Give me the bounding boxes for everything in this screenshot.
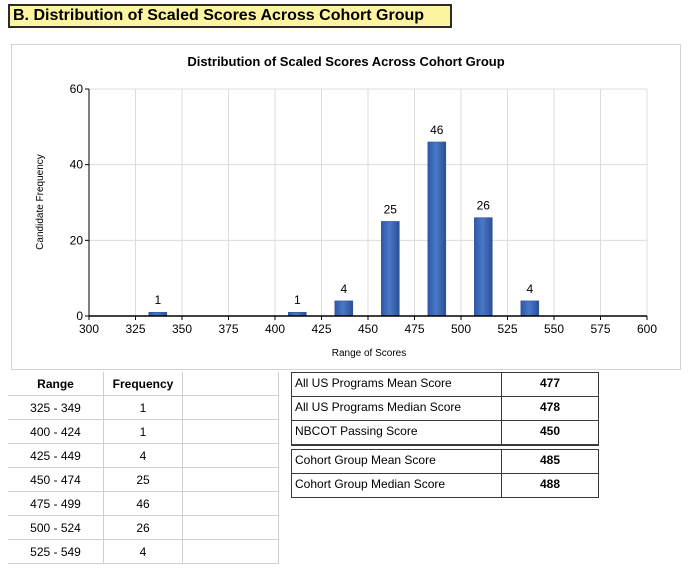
frequency-cell: 1 [103,395,183,420]
x-axis-title: Range of Scores [332,348,407,359]
x-tick-label: 575 [590,322,610,336]
range-cell: 475 - 499 [8,491,104,516]
stat-value: 488 [539,477,561,491]
frequency-header: Frequency [103,372,183,396]
stats-row: Cohort Group Mean Score 485 [292,450,598,474]
frequency-cell: 46 [103,491,183,516]
stats-row: All US Programs Median Score 478 [292,397,598,421]
bar [474,217,493,317]
range-header: Range [8,372,104,396]
range-cell: 400 - 424 [8,419,104,444]
y-tick-label: 60 [70,82,84,96]
bar-value-label: 1 [154,293,161,307]
national-stats-group: All US Programs Mean Score 477 All US Prog… [291,372,599,445]
stat-value: 450 [539,424,561,438]
stat-label: All US Programs Median Score [292,397,502,420]
bar-value-label: 4 [340,282,347,296]
stats-row: Cohort Group Median Score 488 [292,474,598,498]
x-tick-label: 500 [451,322,471,336]
x-tick-label: 475 [404,322,424,336]
section-title: B. Distribution of Scaled Scores Across … [8,4,452,28]
bar-series [148,141,540,317]
x-tick-label: 600 [637,322,657,336]
x-tick-label: 325 [125,322,145,336]
chart-title: Distribution of Scaled Scores Across Coh… [187,54,504,69]
x-tick-label: 425 [311,322,331,336]
axes: 300 325 350 375 400 425 450 475 500 525 550 575 6000… [70,82,658,336]
bar-value-label: 26 [477,199,491,213]
x-tick-label: 375 [218,322,238,336]
table-header-row: Range Frequency [8,372,279,396]
range-cell: 450 - 474 [8,467,104,492]
y-tick-label: 40 [70,158,84,172]
empty-header-cell [182,372,279,396]
table-row: 500 - 524 26 [8,515,279,540]
bar [334,300,354,317]
stats-row: NBCOT Passing Score 450 [292,421,598,445]
table-row: 325 - 349 1 [8,395,279,420]
empty-cell [182,443,279,468]
frequency-cell: 4 [103,443,183,468]
y-tick-label: 0 [76,309,83,323]
empty-cell [182,539,279,564]
x-tick-label: 450 [358,322,378,336]
frequency-table: Range Frequency 325 - 349 1 400 - 424 1 425 … [8,372,279,564]
score-distribution-chart: Distribution of Scaled Scores Across Coh… [35,54,658,359]
empty-cell [182,515,279,540]
empty-cell [182,419,279,444]
table-row: 425 - 449 4 [8,443,279,468]
x-tick-label: 525 [497,322,517,336]
bar-value-label: 4 [526,282,533,296]
cohort-stats-group: Cohort Group Mean Score 485 Cohort Group M… [291,449,599,498]
empty-cell [182,395,279,420]
grid-lines [88,88,648,317]
table-row: 400 - 424 1 [8,419,279,444]
frequency-cell: 26 [103,515,183,540]
range-cell: 525 - 549 [8,539,104,564]
stat-label: NBCOT Passing Score [292,421,502,444]
x-tick-label: 350 [172,322,192,336]
bar [427,141,447,317]
data-labels: 1 1 4 25 46 26 4 [154,123,533,307]
x-tick-label: 400 [265,322,285,336]
stats-divider [291,445,599,449]
frequency-cell: 1 [103,419,183,444]
bar-value-label: 25 [384,202,398,216]
frequency-cell: 25 [103,467,183,492]
stat-label: Cohort Group Mean Score [292,450,502,473]
table-row: 475 - 499 46 [8,491,279,516]
range-cell: 500 - 524 [8,515,104,540]
frequency-cell: 4 [103,539,183,564]
stat-value: 477 [539,376,561,390]
chart-panel: Distribution of Scaled Scores Across Coh… [11,44,681,370]
range-cell: 425 - 449 [8,443,104,468]
score-statistics: All US Programs Mean Score 477 All US Prog… [291,372,599,498]
table-row: 525 - 549 4 [8,539,279,564]
bar [381,221,400,317]
bar-value-label: 46 [430,123,444,137]
y-tick-label: 20 [70,233,84,247]
empty-cell [182,467,279,492]
range-cell: 325 - 349 [8,395,104,420]
x-tick-label: 300 [79,322,99,336]
bar [520,300,540,317]
y-axis-title: Candidate Frequency [35,154,46,250]
x-tick-label: 550 [544,322,564,336]
stats-row: All US Programs Mean Score 477 [292,373,598,397]
bar-value-label: 1 [294,293,301,307]
stat-label: Cohort Group Median Score [292,474,502,497]
table-row: 450 - 474 25 [8,467,279,492]
stat-label: All US Programs Mean Score [292,373,502,396]
stat-value: 485 [539,453,561,467]
stat-value: 478 [539,400,561,414]
empty-cell [182,491,279,516]
